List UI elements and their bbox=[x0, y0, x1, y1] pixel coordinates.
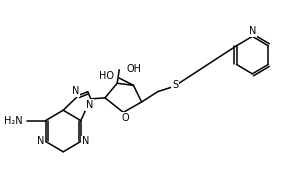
Text: N: N bbox=[249, 26, 256, 36]
Text: H₂N: H₂N bbox=[3, 116, 22, 126]
Text: N: N bbox=[86, 100, 93, 110]
Text: HO: HO bbox=[99, 71, 114, 81]
Text: OH: OH bbox=[126, 64, 141, 74]
Text: O: O bbox=[122, 113, 129, 123]
Text: N: N bbox=[37, 136, 44, 146]
Text: S: S bbox=[172, 80, 178, 90]
Text: N: N bbox=[72, 86, 79, 96]
Text: N: N bbox=[82, 136, 90, 146]
